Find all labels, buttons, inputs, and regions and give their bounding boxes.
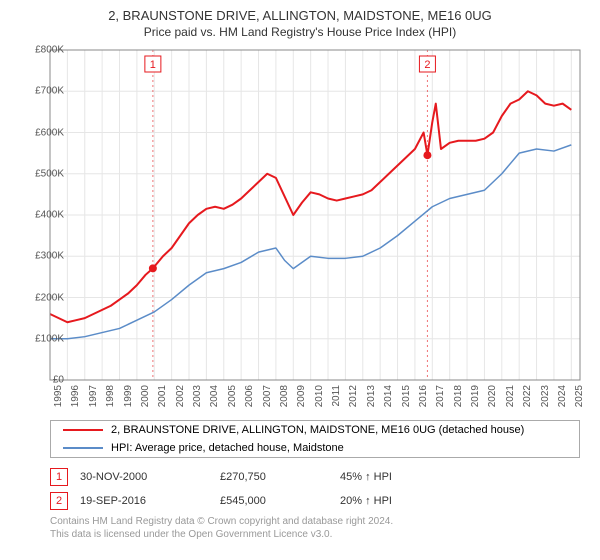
sale-delta: 20% ↑ HPI bbox=[340, 495, 460, 507]
sale-price: £545,000 bbox=[220, 495, 340, 507]
sale-price: £270,750 bbox=[220, 471, 340, 483]
xtick-label: 2005 bbox=[227, 385, 238, 407]
xtick-label: 2007 bbox=[262, 385, 273, 407]
ytick-label: £0 bbox=[53, 375, 64, 386]
xtick-label: 2016 bbox=[418, 385, 429, 407]
legend-label: 2, BRAUNSTONE DRIVE, ALLINGTON, MAIDSTON… bbox=[111, 424, 524, 436]
xtick-label: 2003 bbox=[192, 385, 203, 407]
xtick-label: 2020 bbox=[487, 385, 498, 407]
xtick-label: 2022 bbox=[522, 385, 533, 407]
xtick-label: 2011 bbox=[331, 385, 342, 407]
xtick-label: 2000 bbox=[140, 385, 151, 407]
xtick-label: 1998 bbox=[105, 385, 116, 407]
xtick-label: 1996 bbox=[70, 385, 81, 407]
xtick-label: 2009 bbox=[296, 385, 307, 407]
ytick-label: £800K bbox=[35, 45, 64, 56]
xtick-label: 2004 bbox=[209, 385, 220, 407]
xtick-label: 2015 bbox=[401, 385, 412, 407]
legend-item-hpi: HPI: Average price, detached house, Maid… bbox=[51, 439, 579, 457]
footer-line: Contains HM Land Registry data © Crown c… bbox=[50, 515, 393, 528]
ytick-label: £500K bbox=[35, 168, 64, 179]
sales-list: 1 30-NOV-2000 £270,750 45% ↑ HPI 2 19-SE… bbox=[50, 465, 460, 513]
legend-label: HPI: Average price, detached house, Maid… bbox=[111, 442, 344, 454]
ytick-label: £700K bbox=[35, 86, 64, 97]
xtick-label: 2019 bbox=[470, 385, 481, 407]
footer-attribution: Contains HM Land Registry data © Crown c… bbox=[50, 515, 393, 541]
ytick-label: £400K bbox=[35, 210, 64, 221]
xtick-label: 2001 bbox=[157, 385, 168, 407]
xtick-label: 1997 bbox=[88, 385, 99, 407]
xtick-label: 2008 bbox=[279, 385, 290, 407]
sale-row: 1 30-NOV-2000 £270,750 45% ↑ HPI bbox=[50, 465, 460, 489]
xtick-label: 2013 bbox=[366, 385, 377, 407]
legend-item-property: 2, BRAUNSTONE DRIVE, ALLINGTON, MAIDSTON… bbox=[51, 421, 579, 439]
xtick-label: 1999 bbox=[123, 385, 134, 407]
ytick-label: £300K bbox=[35, 251, 64, 262]
sale-date: 30-NOV-2000 bbox=[80, 471, 220, 483]
price-chart: 12 bbox=[0, 0, 600, 420]
ytick-label: £600K bbox=[35, 127, 64, 138]
xtick-label: 2014 bbox=[383, 385, 394, 407]
ytick-label: £200K bbox=[35, 292, 64, 303]
xtick-label: 2017 bbox=[435, 385, 446, 407]
legend: 2, BRAUNSTONE DRIVE, ALLINGTON, MAIDSTON… bbox=[50, 420, 580, 458]
xtick-label: 2024 bbox=[557, 385, 568, 407]
svg-text:2: 2 bbox=[424, 59, 430, 71]
legend-swatch bbox=[63, 429, 103, 431]
xtick-label: 2021 bbox=[505, 385, 516, 407]
sale-marker-icon: 1 bbox=[50, 468, 68, 486]
xtick-label: 2010 bbox=[314, 385, 325, 407]
legend-swatch bbox=[63, 447, 103, 449]
xtick-label: 1995 bbox=[53, 385, 64, 407]
footer-line: This data is licensed under the Open Gov… bbox=[50, 528, 393, 541]
sale-delta: 45% ↑ HPI bbox=[340, 471, 460, 483]
xtick-label: 2006 bbox=[244, 385, 255, 407]
xtick-label: 2018 bbox=[453, 385, 464, 407]
ytick-label: £100K bbox=[35, 333, 64, 344]
sale-date: 19-SEP-2016 bbox=[80, 495, 220, 507]
xtick-label: 2002 bbox=[175, 385, 186, 407]
svg-text:1: 1 bbox=[150, 59, 156, 71]
xtick-label: 2012 bbox=[348, 385, 359, 407]
xtick-label: 2025 bbox=[574, 385, 585, 407]
sale-row: 2 19-SEP-2016 £545,000 20% ↑ HPI bbox=[50, 489, 460, 513]
xtick-label: 2023 bbox=[540, 385, 551, 407]
sale-marker-icon: 2 bbox=[50, 492, 68, 510]
